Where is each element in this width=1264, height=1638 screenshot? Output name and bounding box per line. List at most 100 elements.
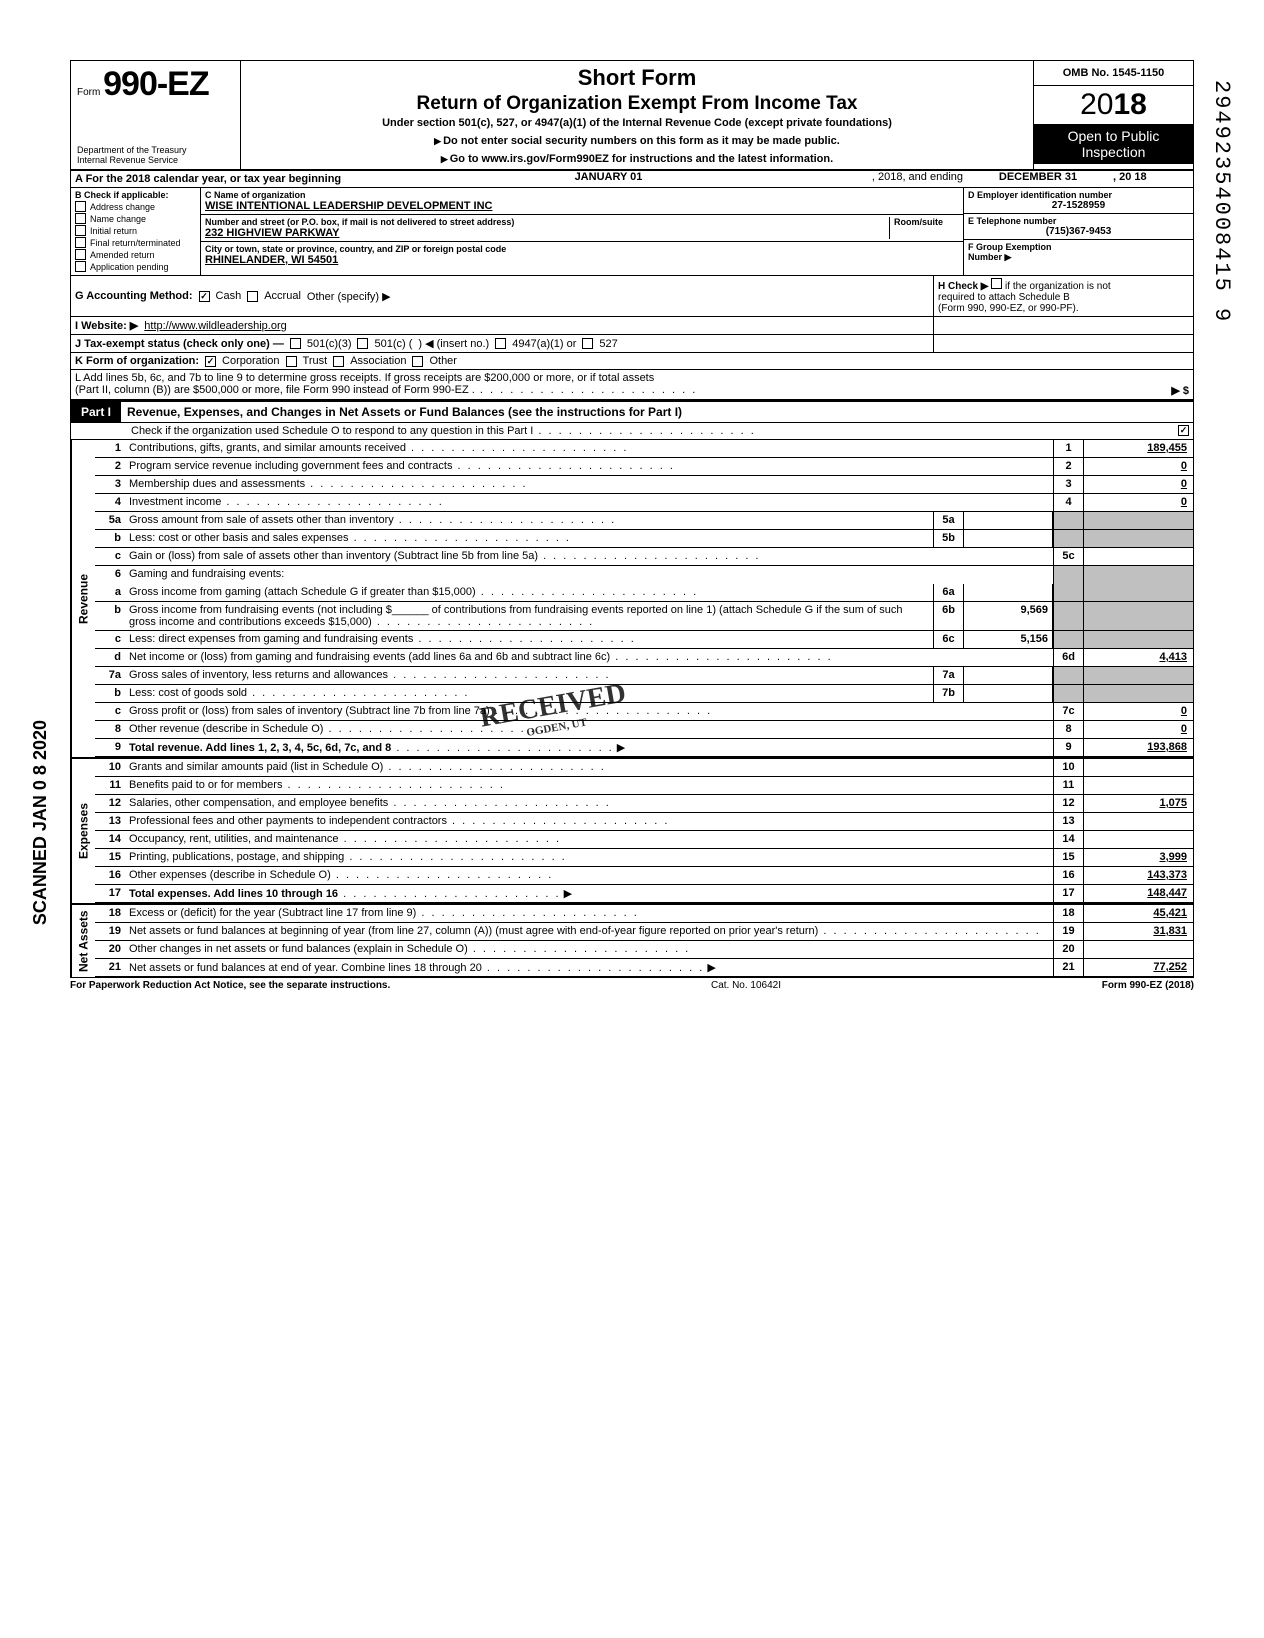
line-desc: Investment income: [125, 494, 1053, 511]
row-bcd: B Check if applicable: Address change Na…: [71, 188, 1193, 276]
line-desc: Salaries, other compensation, and employ…: [125, 795, 1053, 812]
line-desc: Professional fees and other payments to …: [125, 813, 1053, 830]
chk-501c[interactable]: [357, 338, 368, 349]
chk-501c3[interactable]: [290, 338, 301, 349]
chk-527[interactable]: [582, 338, 593, 349]
h-txt2: required to attach Schedule B: [938, 292, 1070, 303]
line-num: 8: [95, 721, 125, 738]
chk-trust[interactable]: [286, 356, 297, 367]
title-under: Under section 501(c), 527, or 4947(a)(1)…: [247, 117, 1027, 129]
amt-num: 11: [1053, 777, 1083, 794]
chk-cash[interactable]: ✓: [199, 291, 210, 302]
sub-value: 5,156: [963, 631, 1053, 648]
amt-num: 13: [1053, 813, 1083, 830]
line-desc: Less: cost of goods sold: [125, 685, 933, 702]
accrual-label: Accrual: [264, 290, 301, 302]
line-d: d Net income or (loss) from gaming and f…: [95, 649, 1193, 667]
netassets-section: Net Assets 18 Excess or (deficit) for th…: [71, 903, 1193, 977]
chk-4947[interactable]: [495, 338, 506, 349]
line-a: a Gross income from gaming (attach Sched…: [95, 584, 1193, 602]
line-15: 15 Printing, publications, postage, and …: [95, 849, 1193, 867]
line-num: c: [95, 703, 125, 720]
amt-num: 6d: [1053, 649, 1083, 666]
line-num: 10: [95, 759, 125, 776]
chk-other-org[interactable]: [412, 356, 423, 367]
d-ein-block: D Employer identification number 27-1528…: [964, 188, 1193, 214]
line-desc: Less: cost or other basis and sales expe…: [125, 530, 933, 547]
addr-label: Number and street (or P.O. box, if mail …: [205, 217, 889, 227]
line-desc: Gain or (loss) from sale of assets other…: [125, 548, 1053, 565]
c-label: C Name of organization: [205, 190, 959, 200]
l-arrow: ▶ $: [1171, 384, 1189, 397]
chk-final-return[interactable]: Final return/terminated: [75, 237, 196, 248]
line-5a: 5a Gross amount from sale of assets othe…: [95, 512, 1193, 530]
line-b: b Less: cost of goods sold 7b: [95, 685, 1193, 703]
chk-schedule-b[interactable]: [991, 278, 1002, 289]
chk-corporation[interactable]: ✓: [205, 356, 216, 367]
sub-value: [963, 512, 1053, 529]
sub-value: [963, 667, 1053, 684]
amt-num: 14: [1053, 831, 1083, 848]
k-trust: Trust: [303, 355, 328, 367]
b-header: B Check if applicable:: [75, 190, 196, 200]
line-21: 21 Net assets or fund balances at end of…: [95, 959, 1193, 977]
k-corp: Corporation: [222, 355, 279, 367]
amt-shaded: [1083, 512, 1193, 529]
amt-value: [1083, 548, 1193, 565]
j-label: J Tax-exempt status (check only one) —: [75, 338, 284, 350]
ssn-warning: Do not enter social security numbers on …: [247, 135, 1027, 147]
amt-value: 0: [1083, 721, 1193, 738]
chk-amended-return[interactable]: Amended return: [75, 249, 196, 260]
group-label2: Number ▶: [968, 252, 1189, 263]
amt-value: 0: [1083, 494, 1193, 511]
expenses-section: Expenses 10 Grants and similar amounts p…: [71, 757, 1193, 903]
line-18: 18 Excess or (deficit) for the year (Sub…: [95, 905, 1193, 923]
line-17: 17 Total expenses. Add lines 10 through …: [95, 885, 1193, 903]
amt-shaded: [1083, 685, 1193, 702]
amt-value: [1083, 759, 1193, 776]
form-label: Form: [77, 87, 100, 98]
part-1-check-row: Check if the organization used Schedule …: [71, 423, 1193, 440]
h-block: H Check ▶ if the organization is not req…: [933, 276, 1193, 316]
chk-initial-return[interactable]: Initial return: [75, 225, 196, 236]
line-num: b: [95, 602, 125, 630]
amt-value: 0: [1083, 476, 1193, 493]
amt-num: 4: [1053, 494, 1083, 511]
line-num: c: [95, 548, 125, 565]
chk-application-pending[interactable]: Application pending: [75, 261, 196, 272]
amt-num-shaded: [1053, 512, 1083, 529]
line-num: 12: [95, 795, 125, 812]
line-num: b: [95, 530, 125, 547]
amt-num-shaded: [1053, 685, 1083, 702]
header-left: Form 990-EZ Department of the Treasury I…: [71, 61, 241, 169]
form-number: 990-EZ: [103, 65, 209, 103]
amt-shaded: [1083, 667, 1193, 684]
chk-schedule-o[interactable]: ✓: [1178, 425, 1189, 436]
line-3: 3 Membership dues and assessments 3 0: [95, 476, 1193, 494]
h-label: H Check ▶: [938, 281, 988, 292]
chk-name-change[interactable]: Name change: [75, 213, 196, 224]
chk-association[interactable]: [333, 356, 344, 367]
amt-num: 16: [1053, 867, 1083, 884]
line-desc: Net assets or fund balances at beginning…: [125, 923, 1053, 940]
row-i: I Website: ▶ http://www.wildleadership.o…: [71, 317, 1193, 335]
chk-accrual[interactable]: [247, 291, 258, 302]
line-num: d: [95, 649, 125, 666]
line-10: 10 Grants and similar amounts paid (list…: [95, 759, 1193, 777]
amt-num: 5c: [1053, 548, 1083, 565]
line-num: 1: [95, 440, 125, 457]
part-1-title: Revenue, Expenses, and Changes in Net As…: [121, 402, 1193, 422]
line-desc: Total revenue. Add lines 1, 2, 3, 4, 5c,…: [125, 739, 1053, 756]
col-c: C Name of organization WISE INTENTIONAL …: [201, 188, 963, 275]
line-num: 17: [95, 885, 125, 902]
room-label: Room/suite: [894, 217, 959, 227]
line-desc: Excess or (deficit) for the year (Subtra…: [125, 905, 1053, 922]
sub-value: [963, 685, 1053, 702]
line-desc: Other revenue (describe in Schedule O): [125, 721, 1053, 738]
amt-num: 3: [1053, 476, 1083, 493]
line-desc: Net income or (loss) from gaming and fun…: [125, 649, 1053, 666]
chk-address-change[interactable]: Address change: [75, 201, 196, 212]
sub-num: 5b: [933, 530, 963, 547]
sub-num: 6c: [933, 631, 963, 648]
org-address: 232 HIGHVIEW PARKWAY: [205, 227, 889, 239]
